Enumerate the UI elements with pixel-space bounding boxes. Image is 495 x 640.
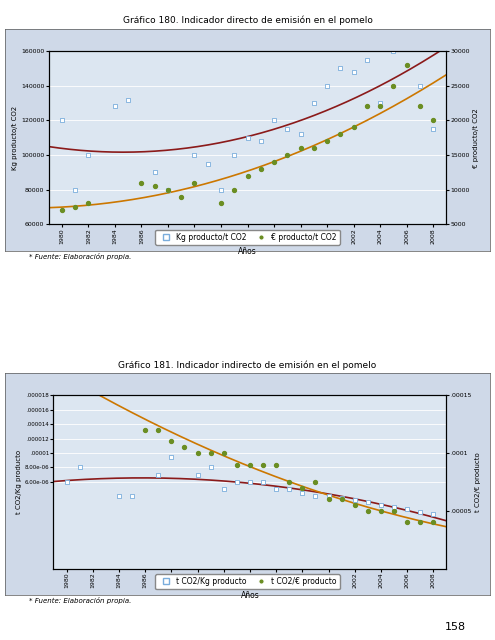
Title: Gráfico 180. Indicador directo de emisión en el pomelo: Gráfico 180. Indicador directo de emisió…	[123, 16, 372, 25]
Text: * Fuente: Elaboración propia.: * Fuente: Elaboración propia.	[29, 597, 132, 604]
Legend: Kg producto/t CO2, € producto/t CO2: Kg producto/t CO2, € producto/t CO2	[155, 230, 340, 245]
Text: * Fuente: Elaboración propia.: * Fuente: Elaboración propia.	[29, 253, 132, 260]
Y-axis label: € producto/t CO2: € producto/t CO2	[473, 108, 479, 168]
Text: 158: 158	[445, 622, 466, 632]
Legend: t CO2/Kg producto, t CO2/€ producto: t CO2/Kg producto, t CO2/€ producto	[155, 574, 340, 589]
Y-axis label: t CO2/€ producto: t CO2/€ producto	[475, 452, 481, 512]
Title: Gráfico 181. Indicador indirecto de emisión en el pomelo: Gráfico 181. Indicador indirecto de emis…	[118, 360, 377, 369]
